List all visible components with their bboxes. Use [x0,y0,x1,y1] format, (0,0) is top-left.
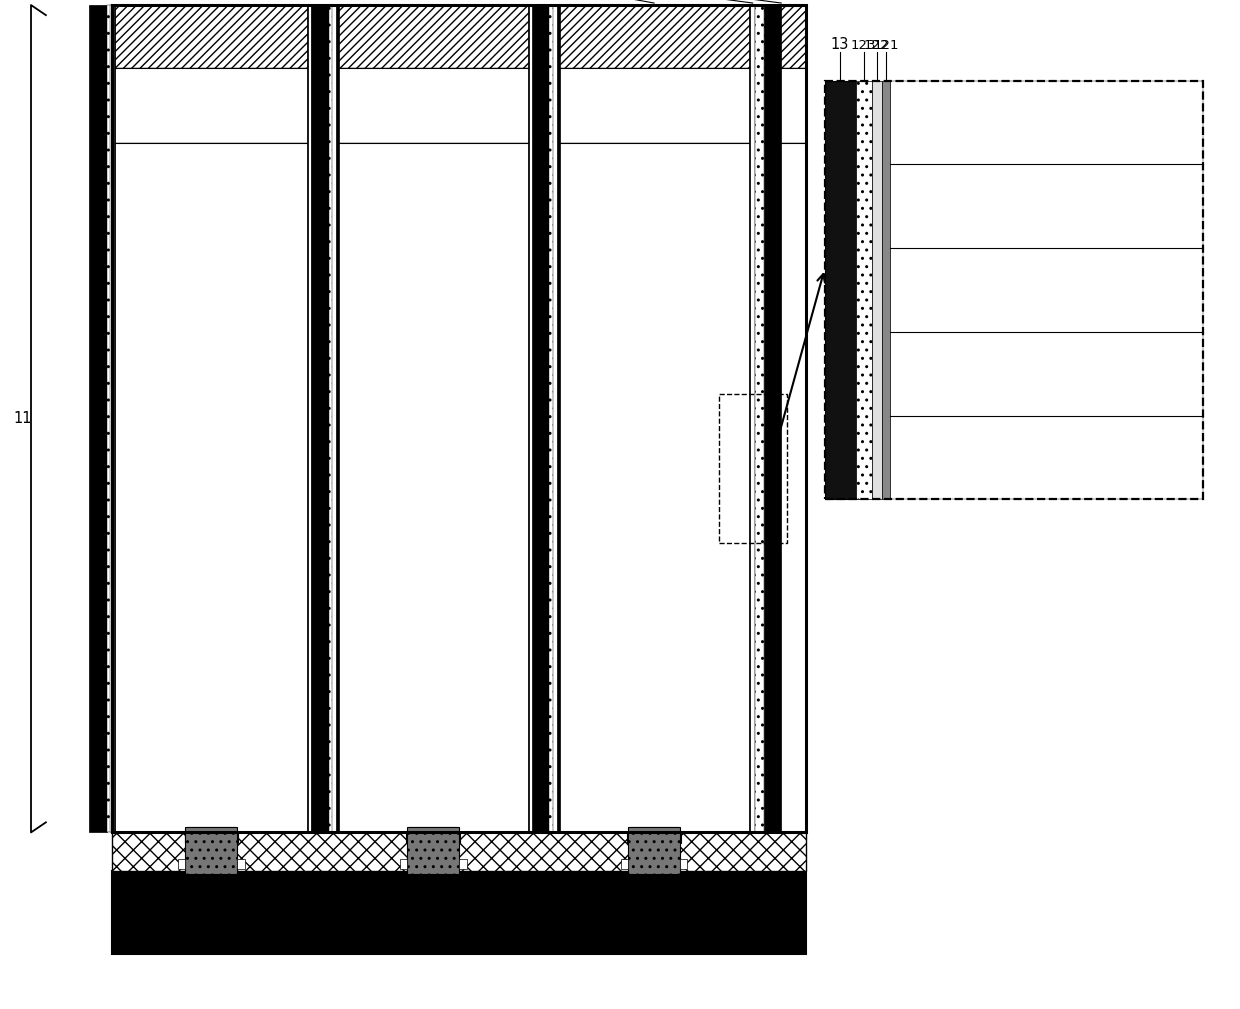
Bar [321,5,339,832]
Bar [112,143,806,832]
Bar [115,5,308,832]
Bar [237,859,244,869]
Text: 121: 121 [873,39,899,52]
Bar [882,81,890,499]
Text: 122: 122 [864,39,889,52]
Bar [630,827,678,863]
Bar [558,68,750,143]
Bar [110,5,115,832]
Bar [534,5,543,832]
Bar [558,5,750,68]
Bar [764,5,781,832]
Bar [890,81,1203,164]
Bar [680,859,687,869]
Bar [872,81,882,499]
Bar [825,81,1203,499]
Bar [337,68,529,143]
Bar [856,81,872,499]
Bar [337,5,529,832]
Text: 123: 123 [851,39,877,52]
Bar [329,5,337,832]
Text: 11: 11 [14,412,31,426]
Bar [311,5,329,832]
Bar [890,332,1203,416]
Bar [532,5,549,832]
Bar [179,859,186,869]
Bar [112,5,806,68]
Bar [112,5,806,832]
Text: 13: 13 [831,37,849,52]
Bar [890,248,1203,332]
Bar [558,5,750,832]
Bar [890,81,1203,499]
Bar [337,5,529,68]
Bar [332,5,337,832]
Bar [112,871,806,954]
Bar [750,5,755,832]
Bar [408,827,459,874]
Bar [89,5,107,832]
Bar [549,5,558,832]
Bar [115,5,308,68]
Bar [185,832,238,843]
Bar [187,827,236,863]
Bar [719,394,787,543]
Bar [529,5,534,832]
Bar [621,859,629,869]
Bar [112,68,806,143]
Bar [558,143,750,832]
Bar [543,5,560,832]
Bar [825,81,856,499]
Bar [755,5,764,832]
Bar [401,859,408,869]
Bar [553,5,558,832]
Bar [112,832,806,871]
Bar [825,81,1203,499]
Bar [890,416,1203,499]
Text: 10: 10 [645,929,663,944]
Bar [409,827,458,863]
Bar [312,5,321,832]
Bar [115,68,308,143]
Bar [337,143,529,832]
Bar [115,143,308,832]
Bar [308,5,312,832]
Bar [629,827,680,874]
Bar [627,832,681,843]
Bar [459,859,466,869]
Bar [186,827,237,874]
Bar [890,164,1203,248]
Bar [107,5,115,832]
Bar [407,832,460,843]
